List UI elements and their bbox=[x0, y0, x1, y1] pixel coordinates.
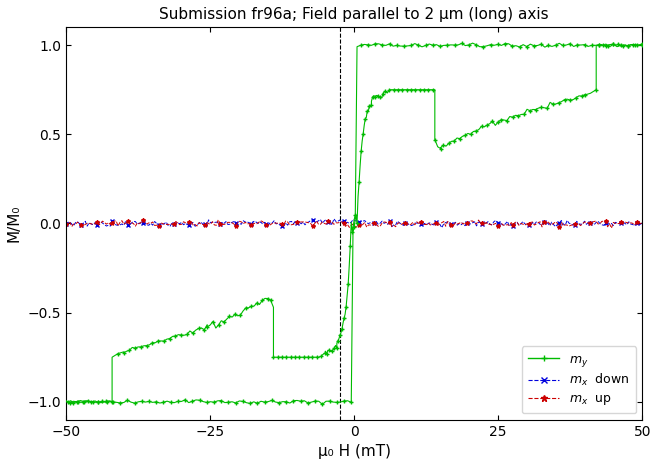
Title: Submission fr96a; Field parallel to 2 μm (long) axis: Submission fr96a; Field parallel to 2 μm… bbox=[159, 7, 549, 22]
Y-axis label: M/M₀: M/M₀ bbox=[7, 205, 22, 242]
X-axis label: μ₀ H (mT): μ₀ H (mT) bbox=[318, 444, 391, 459]
Legend: $m_y$, $m_x$  down, $m_x$  up: $m_y$, $m_x$ down, $m_x$ up bbox=[522, 346, 636, 413]
